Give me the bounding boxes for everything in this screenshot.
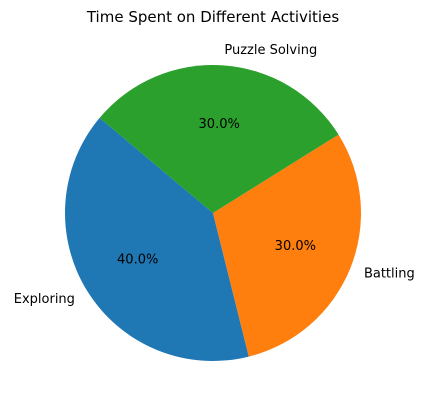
- slice-percent-battling: 30.0%: [275, 239, 316, 254]
- pie-labels: Exploring 40.0% Battling 30.0% Puzzle Solvin…: [14, 43, 415, 307]
- chart-title: Time Spent on Different Activities: [86, 8, 339, 26]
- pie-slice-puzzle-solving: [99, 65, 339, 213]
- slice-label-battling: Battling: [364, 266, 415, 281]
- slice-percent-exploring: 40.0%: [117, 253, 158, 268]
- pie-slices: [65, 65, 361, 361]
- slice-percent-puzzle-solving: 30.0%: [199, 117, 240, 132]
- pie-slice-battling: [213, 134, 361, 357]
- slice-label-puzzle-solving: Puzzle Solving: [224, 43, 317, 58]
- slice-label-exploring: Exploring: [14, 292, 75, 307]
- pie-slice-exploring: [65, 117, 249, 361]
